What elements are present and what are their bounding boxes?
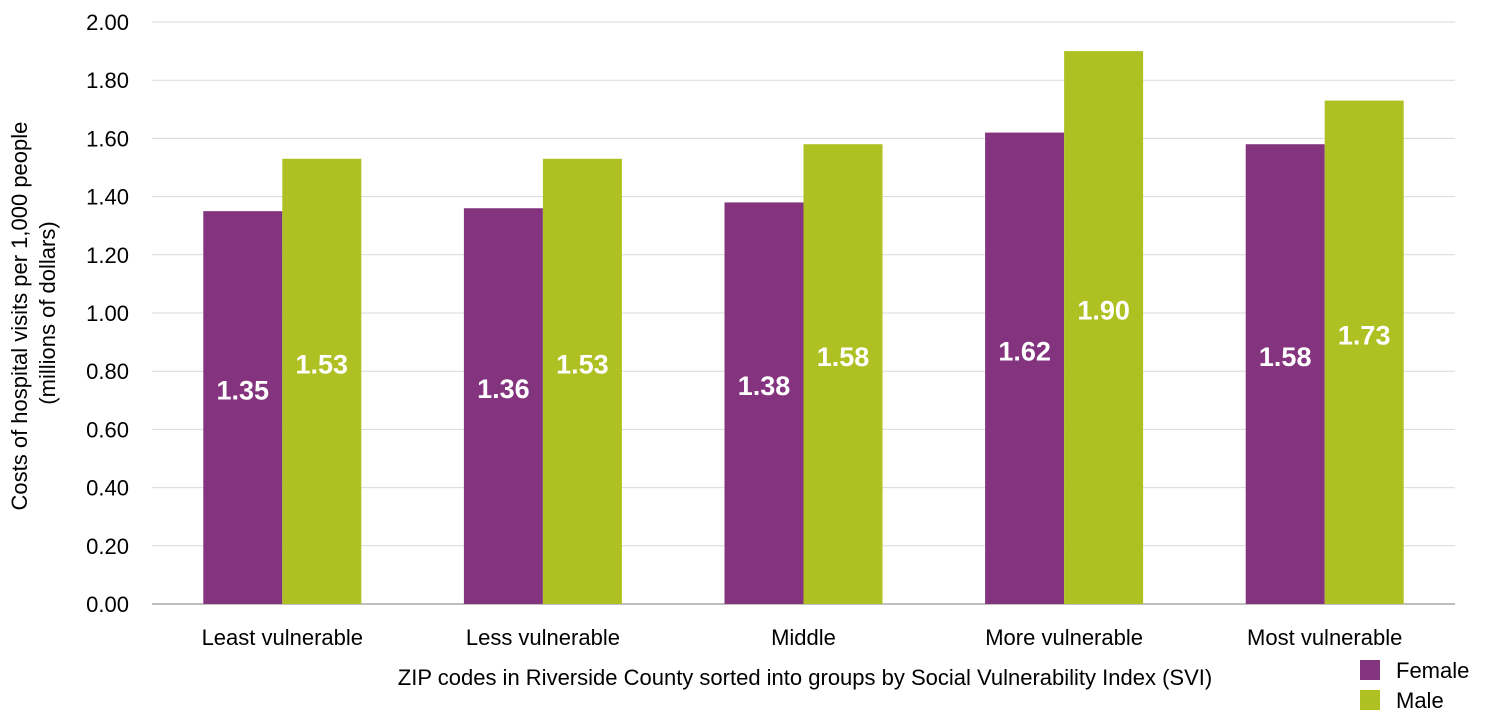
data-label-female: 1.62	[998, 336, 1051, 366]
legend: Female Male	[1360, 658, 1469, 713]
data-label-male: 1.90	[1077, 296, 1130, 326]
x-tick-label: More vulnerable	[985, 625, 1143, 650]
bar-female	[203, 211, 283, 604]
x-tick-label: Most vulnerable	[1247, 625, 1402, 650]
y-tick-label: 1.80	[86, 68, 129, 93]
x-axis-title: ZIP codes in Riverside County sorted int…	[398, 665, 1212, 690]
y-axis-title-line-2: (millions of dollars)	[35, 221, 60, 404]
bar-male	[542, 158, 622, 604]
x-axis-ticks: Least vulnerable Less vulnerable Middle Mor…	[202, 625, 1403, 650]
data-labels: 1.35 1.53 1.36 1.53 1.38 1.58 1.62 1.90 1.58 1.73	[217, 296, 1391, 406]
bar-female	[985, 132, 1065, 604]
y-tick-label: 0.40	[86, 476, 129, 501]
y-axis-ticks: 0.00 0.20 0.40 0.60 0.80 1.00 1.20 1.40 1.60 1.80…	[86, 10, 129, 617]
data-label-female: 1.38	[738, 371, 791, 401]
y-tick-label: 0.80	[86, 359, 129, 384]
y-tick-label: 1.00	[86, 301, 129, 326]
bar-female	[463, 208, 543, 605]
bar-female	[724, 202, 804, 605]
legend-swatch-male	[1360, 690, 1380, 710]
legend-label-female: Female	[1396, 658, 1469, 683]
bar-female	[1245, 144, 1325, 604]
data-label-male: 1.53	[556, 349, 609, 379]
y-tick-label: 0.20	[86, 534, 129, 559]
bar-male	[1324, 100, 1404, 604]
y-tick-label: 2.00	[86, 10, 129, 35]
y-axis-title: Costs of hospital visits per 1,000 peopl…	[7, 115, 60, 510]
data-label-male: 1.73	[1338, 320, 1391, 350]
y-tick-label: 1.40	[86, 185, 129, 210]
x-tick-label: Middle	[771, 625, 836, 650]
data-label-female: 1.58	[1259, 342, 1312, 372]
y-tick-label: 1.60	[86, 126, 129, 151]
data-label-male: 1.58	[817, 342, 870, 372]
data-label-female: 1.35	[217, 376, 270, 406]
bar-male	[1064, 51, 1144, 605]
x-tick-label: Less vulnerable	[466, 625, 620, 650]
x-tick-label: Least vulnerable	[202, 625, 363, 650]
data-label-female: 1.36	[477, 374, 530, 404]
data-label-male: 1.53	[296, 349, 349, 379]
legend-label-male: Male	[1396, 688, 1444, 713]
bars	[203, 51, 1404, 605]
y-axis-title-line-1: Costs of hospital visits per 1,000 peopl…	[7, 122, 32, 511]
y-tick-label: 0.00	[86, 592, 129, 617]
y-tick-label: 1.20	[86, 243, 129, 268]
bar-male	[803, 144, 883, 604]
legend-swatch-female	[1360, 660, 1380, 680]
bar-male	[282, 158, 362, 604]
y-tick-label: 0.60	[86, 417, 129, 442]
